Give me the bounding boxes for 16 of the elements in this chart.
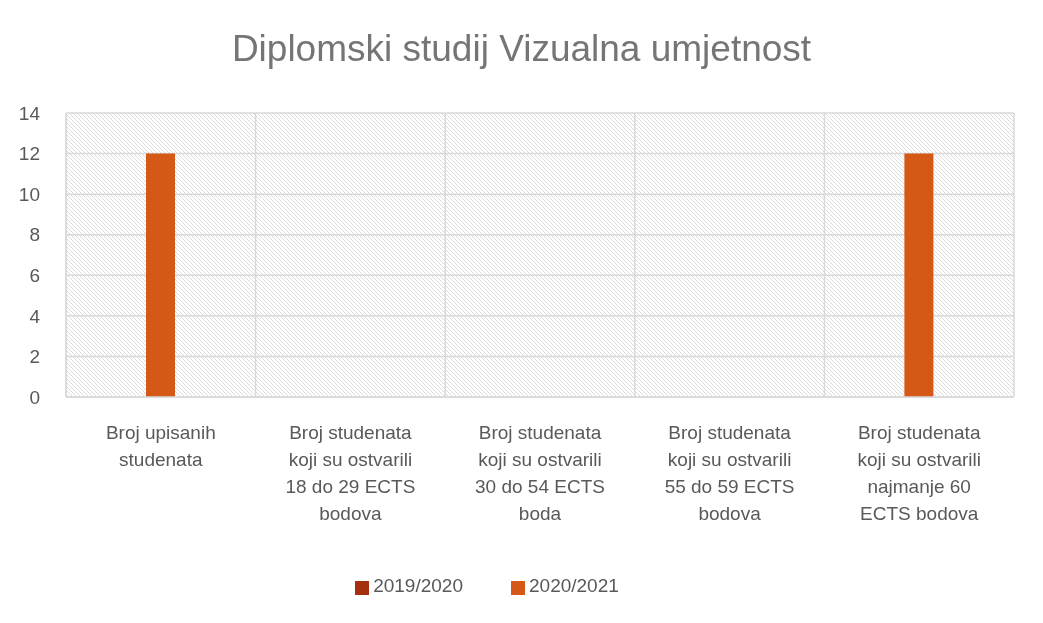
chart-title: Diplomski studij Vizualna umjetnost — [230, 27, 813, 71]
y-tick-label: 10 — [18, 183, 40, 205]
x-tick-label: Broj studenata koji su ostvarili 55 do 59 ECTS bodova — [664, 422, 795, 525]
x-tick-label: Broj studenata koji su ostvarili najmanje 60 ECTS bodova — [857, 422, 981, 525]
y-tick-label: 14 — [18, 102, 41, 124]
x-tick-label: Broj studenata koji su ostvarili 30 do 54 ECTS boda — [475, 422, 605, 525]
legend-label: 2020/2021 — [529, 575, 619, 596]
legend-label: 2019/2020 — [373, 575, 463, 596]
y-tick-label: 2 — [29, 346, 40, 368]
y-tick-label: 12 — [18, 143, 40, 165]
y-tick-label: 8 — [29, 224, 40, 246]
x-tick-label: Broj studenata koji su ostvarili 18 do 29 ECTS bodova — [285, 422, 416, 525]
y-tick-label: 0 — [29, 386, 40, 408]
y-tick-label: 4 — [29, 305, 41, 327]
x-tick-label: Broj upisanih studenata — [105, 422, 216, 471]
y-tick-label: 6 — [29, 265, 40, 287]
